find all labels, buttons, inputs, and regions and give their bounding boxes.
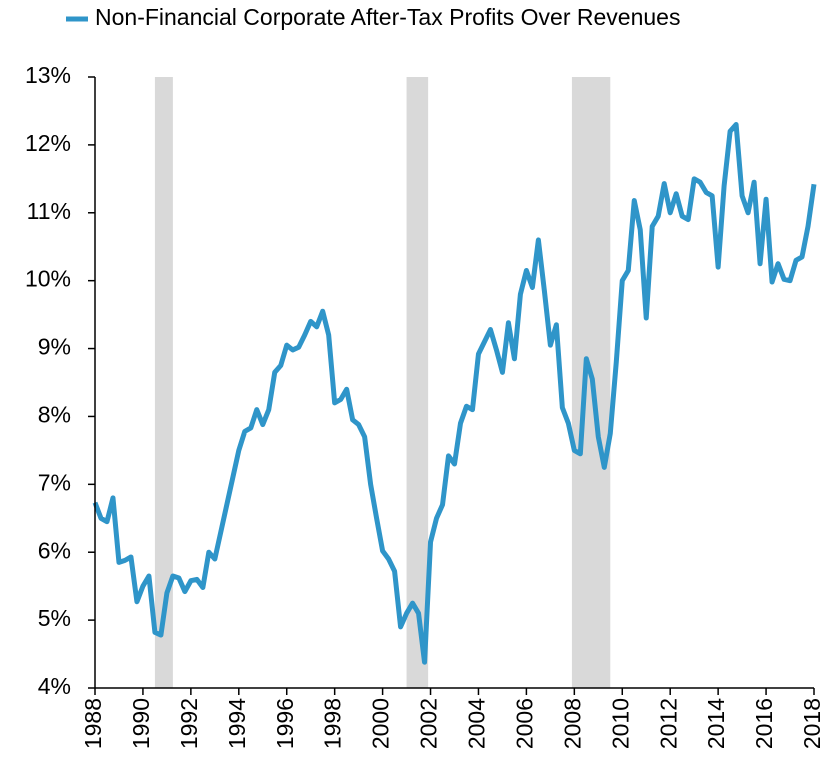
plot [92,122,817,665]
x-tick-label: 1998 [320,698,346,749]
recession-bands [154,77,611,688]
x-tick-label: 2010 [607,698,633,749]
y-tick-label: 12% [25,130,71,156]
y-tick-label: 6% [38,537,71,563]
x-tick-label: 1996 [272,698,298,749]
recession-band [406,77,429,688]
recession-band [154,77,173,688]
y-tick-label: 13% [25,62,71,88]
x-tick-label: 1994 [224,698,250,749]
x-tick-label: 2014 [703,698,729,749]
y-tick-label: 9% [38,334,71,360]
x-tick-label: 2012 [655,698,681,749]
x-tick-label: 2008 [559,698,585,749]
x-tick-label: 1992 [176,698,202,749]
x-tick-label: 2006 [511,698,537,749]
y-tick-label: 8% [38,402,71,428]
y-tick-label: 4% [38,673,71,699]
x-tick-label: 2016 [751,698,777,749]
x-tick-label: 2002 [416,698,442,749]
y-tick-label: 10% [25,266,71,292]
x-tick-label: 1990 [128,698,154,749]
series-line [92,122,817,665]
x-tick-label: 1988 [80,698,106,749]
y-tick-label: 11% [27,198,71,224]
legend-label: Non-Financial Corporate After-Tax Profit… [95,4,680,30]
x-tick-label: 2004 [464,698,490,749]
axes: 4% 5% 6% 7% 8% 9% 10% 11% 12% 13% 1988 1990 1992 1994… [25,62,825,749]
x-tick-label: 2000 [368,698,394,749]
x-tick-label: 2018 [799,698,825,749]
y-tick-label: 7% [38,469,71,495]
y-tick-label: 5% [38,605,71,631]
